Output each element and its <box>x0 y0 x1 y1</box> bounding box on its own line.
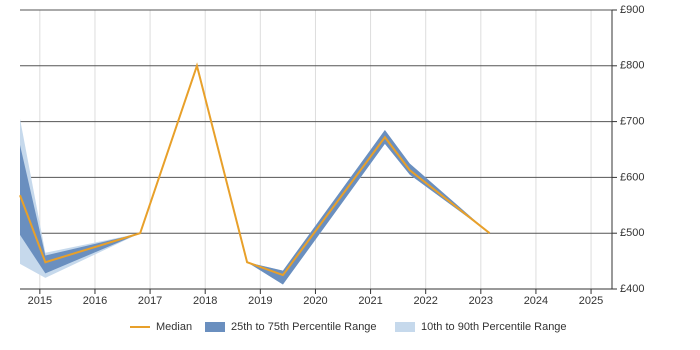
x-tick-label: 2022 <box>413 295 437 307</box>
x-tick-label: 2017 <box>138 295 162 307</box>
x-tick-label: 2024 <box>524 295 548 307</box>
y-tick-label: £600 <box>620 171 644 183</box>
x-tick-label: 2023 <box>469 295 493 307</box>
y-tick-label: £400 <box>620 283 644 295</box>
x-tick-label: 2021 <box>358 295 382 307</box>
x-tick-label: 2020 <box>303 295 327 307</box>
x-tick-label: 2025 <box>579 295 603 307</box>
legend-swatch <box>205 322 225 332</box>
legend-swatch <box>395 322 415 332</box>
median-line <box>19 62 491 277</box>
y-tick-label: £500 <box>620 227 644 239</box>
y-tick-label: £800 <box>620 60 644 72</box>
x-tick-label: 2016 <box>83 295 107 307</box>
legend-label: 10th to 90th Percentile Range <box>421 321 567 333</box>
percentile-band <box>20 65 490 285</box>
x-tick-label: 2018 <box>193 295 217 307</box>
legend-label: Median <box>156 321 192 333</box>
x-tick-label: 2015 <box>28 295 52 307</box>
x-tick-label: 2019 <box>248 295 272 307</box>
legend-label: 25th to 75th Percentile Range <box>231 321 377 333</box>
y-tick-label: £900 <box>620 4 644 16</box>
y-tick-label: £700 <box>620 116 644 128</box>
